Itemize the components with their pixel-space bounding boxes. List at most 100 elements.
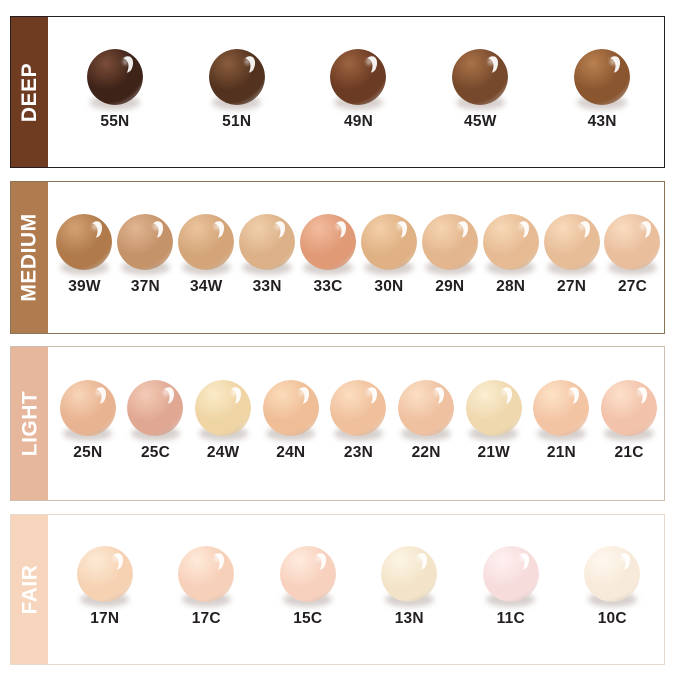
shade-swatch-17n[interactable]: 17N — [54, 515, 156, 627]
shade-dot-fill — [421, 214, 478, 270]
shade-swatch-28n[interactable]: 28N — [480, 182, 541, 295]
shade-dot-gloss-dot — [95, 388, 102, 396]
shade-code-label: 43N — [587, 113, 617, 130]
shade-dot-45w[interactable] — [452, 49, 509, 105]
shade-code-label: 30N — [374, 278, 404, 295]
shade-dot-39w[interactable] — [56, 214, 113, 270]
shade-dot-gloss-dot — [122, 57, 129, 65]
shade-code-label: 37N — [130, 278, 160, 295]
shade-dot-wrapper — [330, 49, 387, 110]
shade-dot-55n[interactable] — [86, 49, 143, 105]
shade-code-label: 15C — [293, 610, 323, 627]
shade-swatch-24w[interactable]: 24W — [189, 347, 257, 461]
shade-dot-fill — [482, 546, 539, 602]
shade-dot-fill — [195, 380, 252, 436]
shade-swatch-55n[interactable]: 55N — [54, 17, 176, 130]
shade-dot-fill — [381, 546, 438, 602]
shade-dot-33n[interactable] — [239, 214, 296, 270]
shade-dot-17n[interactable] — [76, 546, 133, 602]
shade-swatch-25c[interactable]: 25C — [122, 347, 190, 461]
shade-swatch-49n[interactable]: 49N — [298, 17, 420, 130]
shade-code-label: 17N — [90, 610, 120, 627]
shade-dot-wrapper — [208, 49, 265, 110]
shade-dot-24n[interactable] — [262, 380, 319, 436]
shade-swatch-33c[interactable]: 33C — [298, 182, 359, 295]
shade-swatch-13n[interactable]: 13N — [359, 515, 461, 627]
swatch-row-fair: 17N 17C 15C 13N 11C 10C — [48, 515, 664, 664]
shade-swatch-39w[interactable]: 39W — [54, 182, 115, 295]
shade-dot-43n[interactable] — [574, 49, 631, 105]
shade-dot-15c[interactable] — [279, 546, 336, 602]
shade-code-label: 21N — [546, 444, 576, 461]
shade-dot-37n[interactable] — [117, 214, 174, 270]
shade-swatch-11c[interactable]: 11C — [460, 515, 562, 627]
shade-dot-27n[interactable] — [543, 214, 600, 270]
shade-dot-27c[interactable] — [604, 214, 661, 270]
shade-dot-gloss-dot — [609, 57, 616, 65]
shade-dot-22n[interactable] — [398, 380, 455, 436]
shade-dot-wrapper — [56, 214, 113, 275]
shade-dot-25n[interactable] — [59, 380, 116, 436]
shade-swatch-27n[interactable]: 27N — [541, 182, 602, 295]
shade-dot-fill — [482, 214, 539, 270]
shade-swatch-43n[interactable]: 43N — [541, 17, 663, 130]
shade-swatch-45w[interactable]: 45W — [419, 17, 541, 130]
shade-dot-21n[interactable] — [533, 380, 590, 436]
shade-swatch-37n[interactable]: 37N — [115, 182, 176, 295]
shade-swatch-21w[interactable]: 21W — [460, 347, 528, 461]
section-label-text-medium: MEDIUM — [18, 213, 42, 302]
shade-swatch-33n[interactable]: 33N — [237, 182, 298, 295]
shade-dot-gloss-dot — [518, 554, 525, 562]
shade-swatch-22n[interactable]: 22N — [392, 347, 460, 461]
shade-dot-wrapper — [584, 546, 641, 607]
shade-dot-wrapper — [127, 380, 184, 441]
shade-dot-33c[interactable] — [300, 214, 356, 270]
shade-swatch-15c[interactable]: 15C — [257, 515, 359, 627]
shade-dot-wrapper — [381, 546, 438, 607]
shade-swatch-30n[interactable]: 30N — [358, 182, 419, 295]
shade-swatch-34w[interactable]: 34W — [176, 182, 237, 295]
shade-dot-34w[interactable] — [178, 214, 235, 270]
shade-swatch-17c[interactable]: 17C — [156, 515, 258, 627]
shade-dot-wrapper — [76, 546, 133, 607]
section-label-text-fair: FAIR — [18, 564, 41, 615]
shade-swatch-25n[interactable]: 25N — [54, 347, 122, 461]
shade-dot-fill — [86, 49, 143, 105]
shade-dot-wrapper — [178, 214, 235, 275]
shade-dot-23n[interactable] — [330, 380, 387, 436]
shade-swatch-24n[interactable]: 24N — [257, 347, 325, 461]
shade-dot-28n[interactable] — [482, 214, 539, 270]
shade-dot-30n[interactable] — [360, 214, 417, 270]
shade-dot-gloss-dot — [163, 388, 169, 396]
shade-swatch-10c[interactable]: 10C — [562, 515, 664, 627]
shade-swatch-51n[interactable]: 51N — [176, 17, 298, 130]
shade-section-medium: MEDIUM 39W 37N 34W 33N 33C 30N 29N 28N 27N 27C — [10, 181, 665, 334]
shade-dot-24w[interactable] — [195, 380, 252, 436]
shade-swatch-23n[interactable]: 23N — [325, 347, 393, 461]
shade-dot-fill — [178, 546, 235, 602]
shade-dot-51n[interactable] — [208, 49, 265, 105]
shade-swatch-21c[interactable]: 21C — [595, 347, 663, 461]
shade-swatch-27c[interactable]: 27C — [602, 182, 663, 295]
section-label-bar-medium: MEDIUM — [11, 182, 48, 333]
shade-dot-gloss-dot — [366, 388, 372, 396]
shade-dot-gloss-dot — [620, 554, 626, 562]
shade-dot-29n[interactable] — [421, 214, 478, 270]
shade-dot-wrapper — [300, 214, 356, 275]
shade-dot-gloss-dot — [417, 554, 423, 562]
shade-swatch-21n[interactable]: 21N — [528, 347, 596, 461]
shade-code-label: 51N — [222, 113, 252, 130]
shade-dot-49n[interactable] — [330, 49, 387, 105]
shade-swatch-29n[interactable]: 29N — [419, 182, 480, 295]
shade-dot-gloss-dot — [636, 388, 643, 396]
shade-dot-21w[interactable] — [465, 380, 522, 436]
shade-dot-21c[interactable] — [601, 380, 658, 436]
shade-dot-gloss-dot — [366, 57, 372, 65]
shade-dot-17c[interactable] — [178, 546, 235, 602]
shade-dot-fill — [59, 380, 116, 436]
shade-dot-10c[interactable] — [584, 546, 641, 602]
shade-dot-13n[interactable] — [381, 546, 438, 602]
shade-dot-11c[interactable] — [482, 546, 539, 602]
shade-dot-25c[interactable] — [127, 380, 184, 436]
